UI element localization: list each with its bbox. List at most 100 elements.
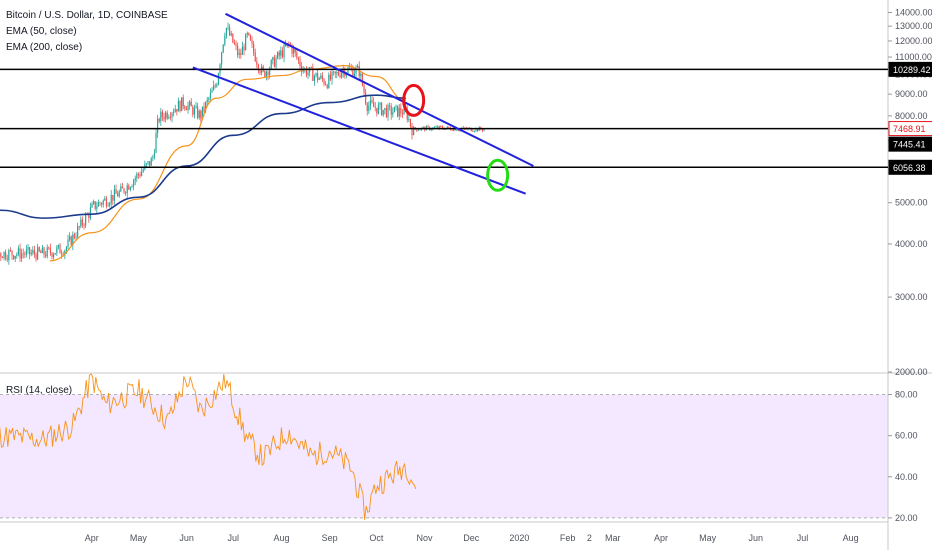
candle-body (14, 255, 16, 259)
candle-body (29, 247, 31, 255)
rsi-tick-label: 80.00 (895, 390, 918, 400)
price-tag (888, 136, 932, 152)
candle-body (184, 106, 186, 109)
candle-body (141, 171, 143, 176)
candle-body (120, 186, 122, 192)
time-tick-label: Jun (179, 533, 194, 543)
candle-body (361, 73, 364, 86)
candle-body (83, 224, 85, 226)
candle-body (19, 248, 21, 259)
candle-body (451, 129, 453, 131)
candle-body (69, 236, 71, 240)
candle-body (355, 67, 357, 74)
candle-body (441, 126, 444, 129)
candle-body (136, 173, 138, 179)
time-tick-label: Nov (417, 533, 434, 543)
candle-body (433, 127, 436, 129)
candle-body (197, 106, 199, 118)
candle-body (280, 50, 282, 56)
candle-body (337, 72, 340, 76)
candle-body (382, 109, 384, 116)
candle-body (297, 57, 300, 60)
candle-body (232, 33, 234, 43)
candle-body (216, 84, 218, 87)
candle-body (206, 99, 208, 103)
candle-body (205, 102, 207, 112)
candle-body (237, 45, 239, 55)
price-tag-label: 7468.91 (893, 124, 926, 134)
legend-rsi: RSI (14, close) (6, 385, 73, 396)
red-circle-annotation (402, 83, 426, 117)
candle-body (373, 102, 375, 107)
candle-body (357, 65, 359, 68)
candle-body (17, 248, 20, 255)
candle-body (99, 202, 101, 204)
candle-body (369, 100, 372, 106)
candle-body (126, 185, 128, 194)
candle-body (395, 105, 397, 107)
candle-body (129, 187, 132, 190)
candle-body (214, 85, 216, 87)
candle-body (341, 72, 343, 78)
rsi-line (0, 373, 417, 520)
candle-body (8, 250, 10, 260)
candle-body (353, 73, 356, 77)
candle-body (435, 126, 437, 128)
candle-body (46, 247, 48, 257)
candle-body (43, 247, 45, 255)
candle-body (73, 234, 76, 238)
candle-body (185, 108, 188, 111)
candle-body (115, 189, 117, 194)
candle-body (51, 252, 53, 257)
rsi-tick-label: 60.00 (895, 431, 918, 441)
candle-body (72, 234, 74, 246)
price-tick-label: 3000.00 (895, 292, 928, 302)
candle-body (171, 113, 173, 118)
candle-body (193, 107, 196, 115)
candle-body (430, 129, 432, 130)
candle-body (289, 43, 292, 46)
candle-body (96, 206, 98, 209)
candle-body (299, 59, 301, 67)
candle-body (192, 106, 194, 115)
candle-body (1, 256, 4, 259)
time-tick-label: Jul (797, 533, 809, 543)
candle-body (153, 152, 156, 158)
candle-body (88, 214, 90, 218)
candle-body (376, 107, 378, 114)
candle-body (102, 200, 104, 205)
price-tag-label: 6056.38 (893, 163, 926, 173)
candle-body (155, 133, 157, 153)
candle-body (339, 75, 341, 78)
candle-body (21, 253, 23, 259)
candle-body (174, 109, 176, 113)
ema50-line (49, 65, 406, 262)
time-tick-label: Apr (654, 533, 668, 543)
candle-body (475, 128, 477, 131)
candle-body (54, 253, 56, 255)
candle-body (366, 103, 368, 112)
candle-body (233, 42, 236, 45)
candle-body (291, 45, 293, 54)
candle-body (328, 74, 330, 88)
candle-body (302, 70, 304, 72)
candle-body (384, 108, 386, 110)
time-tick-label: Mar (605, 533, 621, 543)
candle-body (379, 103, 381, 105)
candle-body (336, 72, 338, 74)
candle-body (419, 129, 421, 131)
candle-body (150, 158, 152, 166)
candle-body (349, 67, 351, 69)
candle-body (105, 198, 108, 207)
candle-body (217, 73, 220, 85)
candle-body (427, 126, 429, 128)
candle-body (89, 207, 92, 218)
candle-body (181, 97, 183, 112)
candle-body (352, 68, 354, 77)
candle-body (110, 194, 112, 204)
candle-body (333, 71, 335, 73)
candle-body (30, 252, 32, 255)
candle-body (246, 32, 248, 35)
